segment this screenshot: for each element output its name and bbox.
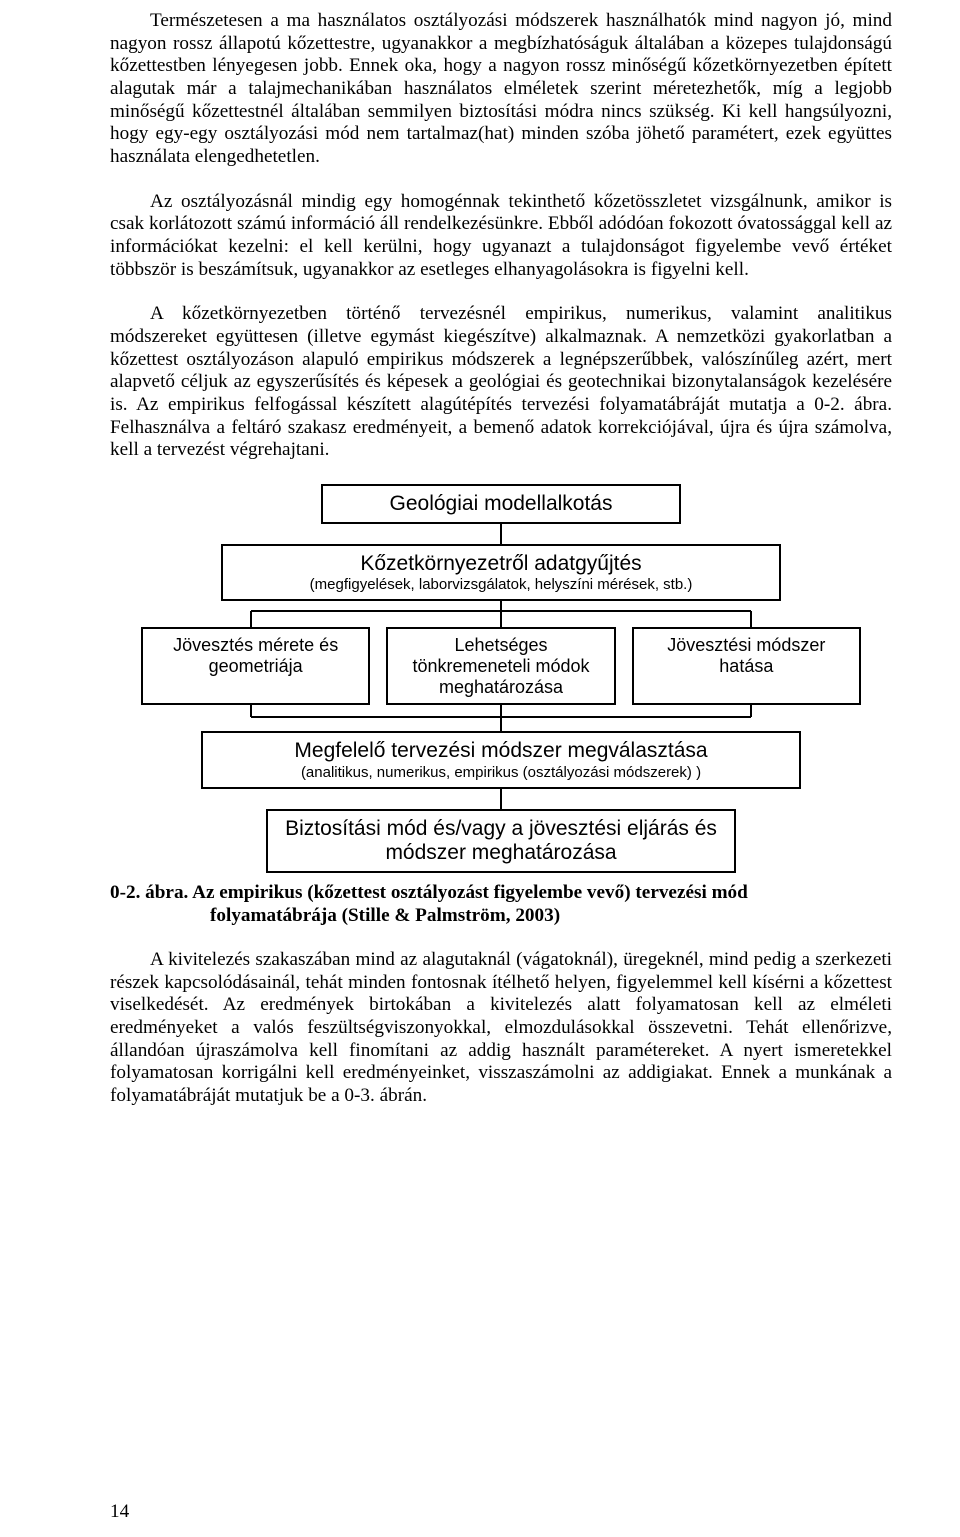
- figure-caption-text1: Az empirikus (kőzettest osztályozást fig…: [188, 882, 747, 903]
- figure-caption: 0-2. ábra. Az empirikus (kőzettest osztá…: [110, 881, 892, 927]
- flowchart-node-3b: Lehetséges tönkremeneteli módok meghatár…: [386, 627, 615, 705]
- flowchart-node-2: Kőzetkörnyezetről adatgyűjtés (megfigyel…: [221, 544, 781, 601]
- flowchart-node-3a-title: Jövesztés mérete és geometriája: [151, 635, 360, 676]
- flowchart-connector-1-2: [141, 524, 861, 544]
- flowchart-node-1: Geológiai modellalkotás: [321, 484, 681, 524]
- page-number: 14: [110, 1501, 129, 1523]
- flowchart-node-5: Biztosítási mód és/vagy a jövesztési elj…: [266, 809, 736, 873]
- paragraph-4: A kivitelezés szakaszában mind az alagut…: [110, 949, 892, 1108]
- flowchart-row-3: Jövesztés mérete és geometriája Lehetség…: [141, 627, 861, 705]
- flowchart-node-3c-title: Jövesztési módszer hatása: [642, 635, 851, 676]
- flowchart-node-2-sub: (megfigyelések, laborvizsgálatok, helysz…: [231, 576, 771, 593]
- flowchart-node-4: Megfelelő tervezési módszer megválasztás…: [201, 731, 801, 788]
- flowchart-node-3a: Jövesztés mérete és geometriája: [141, 627, 370, 705]
- flowchart-node-4-title: Megfelelő tervezési módszer megválasztás…: [211, 739, 791, 763]
- page: Természetesen a ma használatos osztályoz…: [0, 0, 960, 1537]
- flowchart-connector-3-4: [141, 705, 861, 731]
- paragraph-3: A kőzetkörnyezetben történő tervezésnél …: [110, 303, 892, 462]
- flowchart-node-1-title: Geológiai modellalkotás: [331, 492, 671, 516]
- flowchart-connector-2-3: [141, 601, 861, 627]
- flowchart-node-2-title: Kőzetkörnyezetről adatgyűjtés: [231, 552, 771, 576]
- paragraph-2: Az osztályozásnál mindig egy homogénnak …: [110, 191, 892, 282]
- figure-caption-text2: folyamatábrája (Stille & Palmström, 2003…: [110, 904, 892, 927]
- paragraph-1: Természetesen a ma használatos osztályoz…: [110, 10, 892, 169]
- flowchart-node-4-sub: (analitikus, numerikus, empirikus (osztá…: [211, 764, 791, 781]
- figure-caption-num: 0-2. ábra.: [110, 882, 188, 903]
- flowchart: Geológiai modellalkotás Kőzetkörnyezetrő…: [141, 484, 861, 873]
- flowchart-node-5-title: Biztosítási mód és/vagy a jövesztési elj…: [276, 817, 726, 865]
- flowchart-node-3c: Jövesztési módszer hatása: [632, 627, 861, 705]
- flowchart-connector-4-5: [141, 789, 861, 809]
- flowchart-node-3b-title: Lehetséges tönkremeneteli módok meghatár…: [396, 635, 605, 697]
